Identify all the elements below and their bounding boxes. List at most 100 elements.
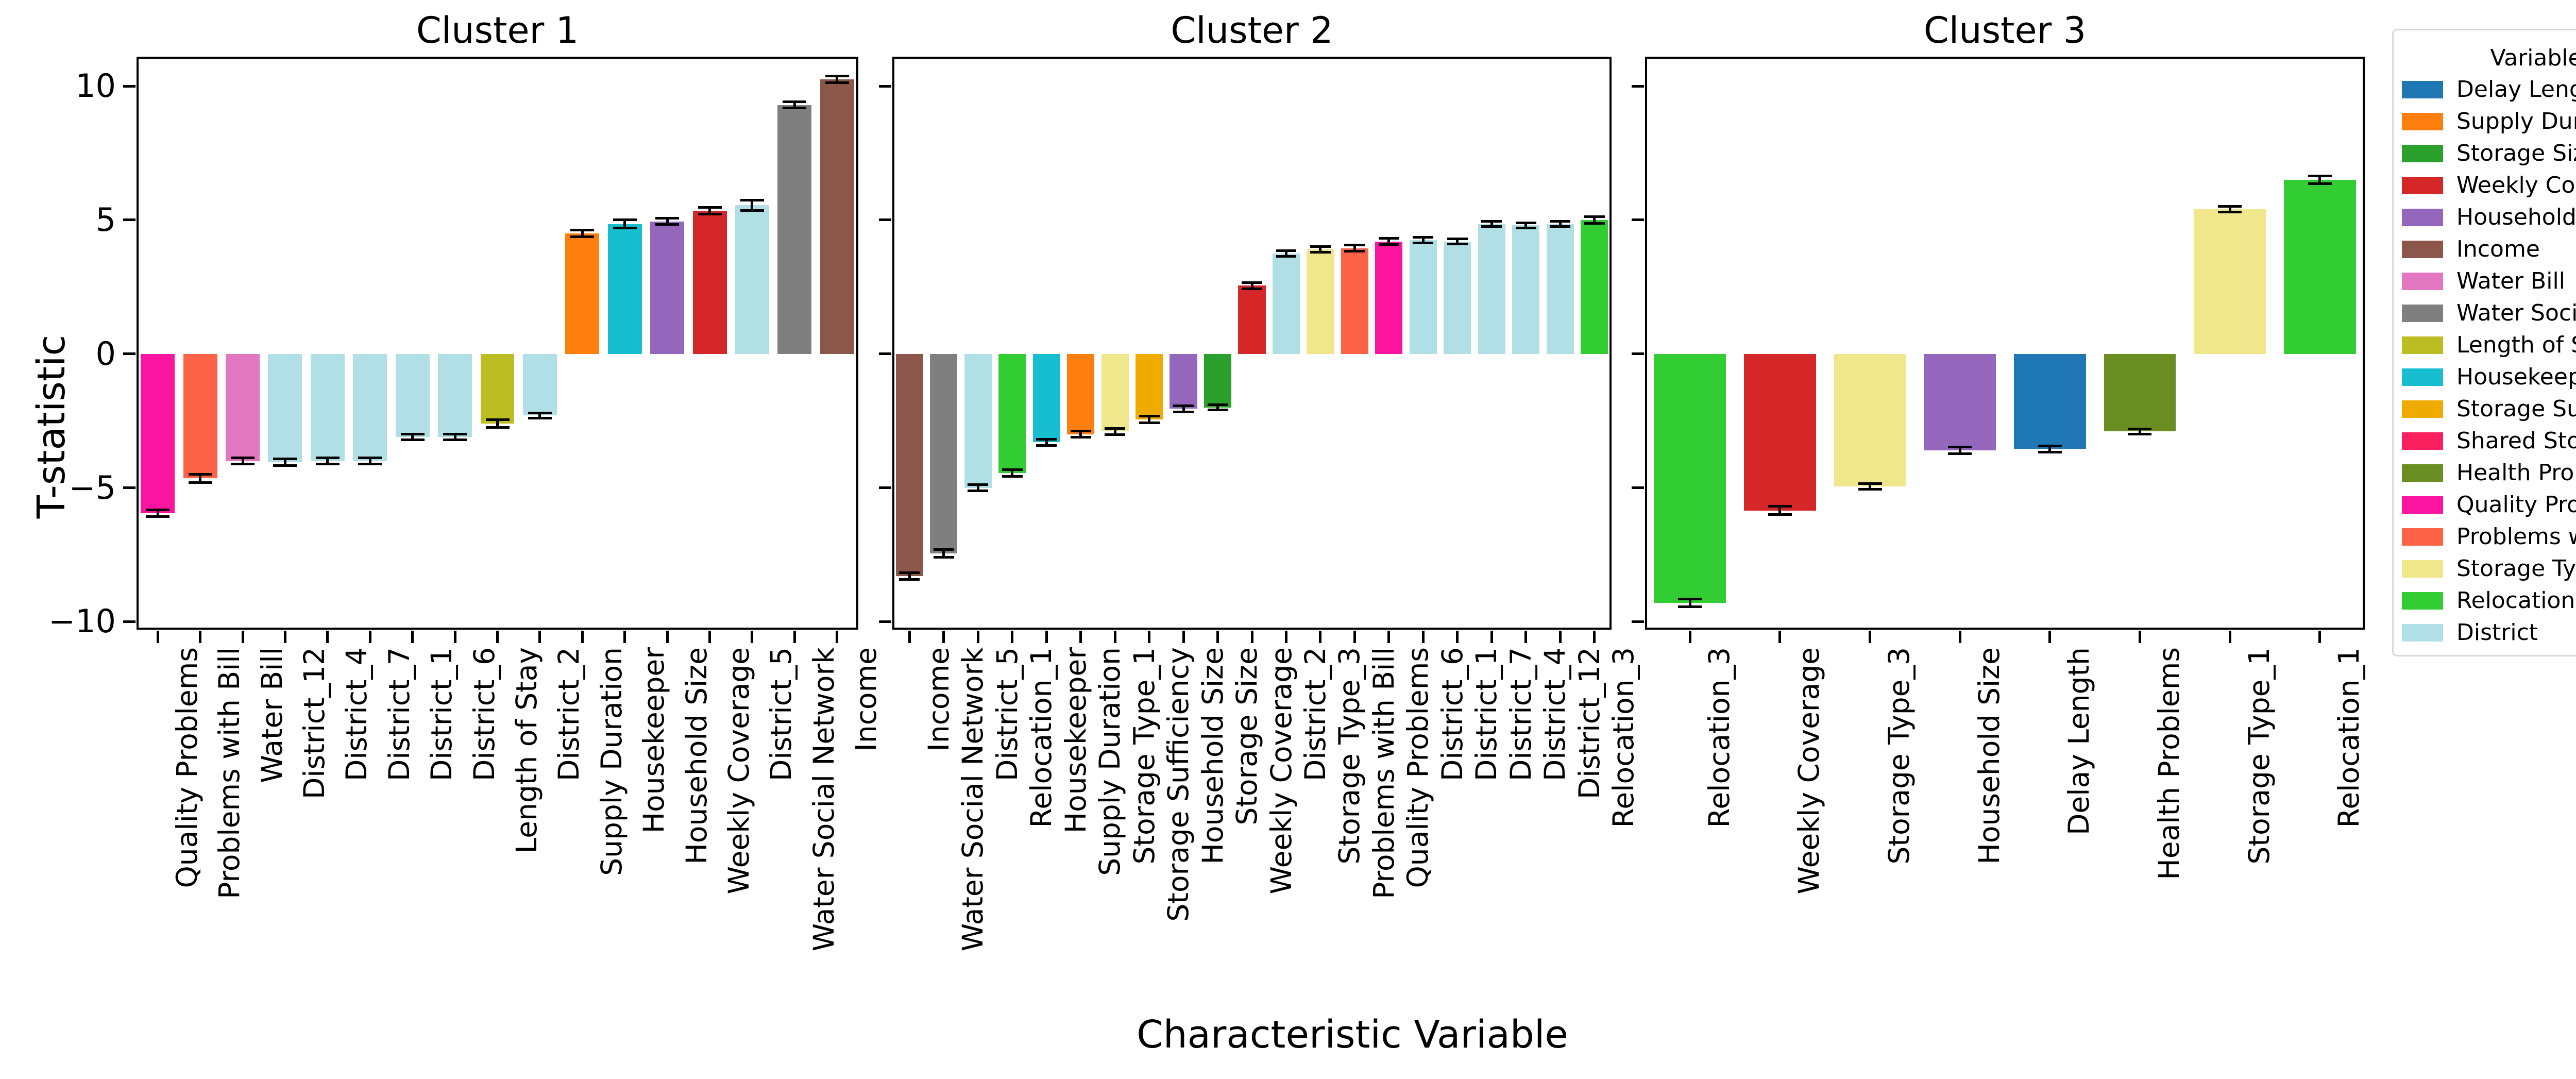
bar-water-social-network xyxy=(777,105,812,354)
error-bar-cap xyxy=(315,456,340,459)
legend-item-label: Shared Storage xyxy=(2456,428,2576,454)
error-bar-cap xyxy=(1344,243,1365,246)
x-tick-mark xyxy=(2318,631,2321,643)
problems-with-bill-swatch xyxy=(2402,528,2443,546)
error-bar-cap xyxy=(1207,409,1228,412)
x-tick-label: Storage Sufficiency xyxy=(1162,647,1195,922)
legend-item-district: District xyxy=(2394,621,2576,644)
legend-item-supply-duration: Supply Duration xyxy=(2394,110,2576,133)
error-bar-cap xyxy=(400,433,425,436)
error-bar-cap xyxy=(933,548,954,551)
supply-duration-swatch xyxy=(2402,113,2443,130)
bar-district-5 xyxy=(735,205,769,354)
x-tick-mark xyxy=(1958,631,1961,643)
error-bar-cap xyxy=(443,433,467,436)
error-bar-cap xyxy=(2308,182,2332,186)
x-tick-mark xyxy=(453,631,456,643)
bar-supply-duration xyxy=(565,233,600,354)
bar-storage-sufficiency xyxy=(1135,353,1163,420)
error-bar xyxy=(496,419,499,428)
x-tick-mark xyxy=(581,631,584,643)
x-tick-label: District_4 xyxy=(340,647,374,782)
error-bar xyxy=(1869,483,1872,490)
legend-item-label: Weekly Coverage xyxy=(2456,172,2576,198)
error-bar-cap xyxy=(1276,249,1297,252)
bar-weekly-coverage xyxy=(1744,353,1816,511)
y-tick-mark xyxy=(123,85,135,88)
error-bar-cap xyxy=(2128,433,2152,436)
x-tick-label: Supply Duration xyxy=(1093,647,1127,876)
bar-problems-with-bill xyxy=(1341,248,1368,354)
x-tick-label: District_7 xyxy=(382,647,416,782)
bar-income xyxy=(820,79,854,354)
legend-item-label: Quality Problems xyxy=(2456,492,2576,518)
error-bar-cap xyxy=(1070,429,1091,432)
error-bar xyxy=(908,572,911,580)
error-bar-cap xyxy=(528,416,552,419)
x-tick-label: Relocation_3 xyxy=(1702,647,1736,828)
error-bar-cap xyxy=(146,515,170,518)
housekeeper-swatch xyxy=(2402,368,2443,386)
error-bar-cap xyxy=(358,456,382,459)
error-bar xyxy=(1113,428,1116,435)
x-tick-label: Storage Size xyxy=(1230,647,1264,825)
error-bar-cap xyxy=(231,456,255,459)
x-tick-label: Household Size xyxy=(1972,647,2006,865)
x-tick-mark xyxy=(1387,631,1391,643)
y-tick-label: 5 xyxy=(95,200,116,239)
legend-item-problems-with-bill: Problems with Bill xyxy=(2394,526,2576,548)
x-tick-label: District_5 xyxy=(765,647,798,782)
y-tick-mark xyxy=(123,218,135,222)
error-bar xyxy=(368,458,371,464)
error-bar-cap xyxy=(231,463,255,466)
x-tick-mark xyxy=(751,631,754,643)
length-of-stay-swatch xyxy=(2402,336,2443,354)
x-tick-mark xyxy=(241,631,244,643)
error-bar xyxy=(2318,176,2321,184)
legend-item-label: Water Bill xyxy=(2456,268,2565,294)
error-bar-cap xyxy=(1768,505,1792,508)
y-tick-mark xyxy=(1632,486,1644,490)
x-tick-label: District_1 xyxy=(425,647,459,782)
error-bar xyxy=(1079,431,1082,437)
x-tick-label: Income xyxy=(850,647,883,752)
error-bar-cap xyxy=(1515,221,1536,224)
bar-district-4 xyxy=(1512,225,1540,354)
bar-district-4 xyxy=(310,353,345,461)
error-bar-cap xyxy=(570,229,595,232)
legend-item-label: Storage Sufficiency xyxy=(2456,396,2576,422)
error-bar xyxy=(1216,404,1219,410)
error-bar-cap xyxy=(1678,597,1702,600)
error-bar xyxy=(1353,245,1356,251)
error-bar-cap xyxy=(968,490,989,493)
x-tick-mark xyxy=(326,631,329,643)
error-bar-cap xyxy=(1948,446,1972,449)
x-tick-label: District_12 xyxy=(1572,647,1606,800)
error-bar xyxy=(1011,469,1014,477)
error-bar-cap xyxy=(655,223,680,226)
error-bar-cap xyxy=(613,227,637,230)
x-tick-mark xyxy=(368,631,371,643)
storage-size-swatch xyxy=(2402,145,2443,162)
error-bar-cap xyxy=(1310,245,1331,248)
x-tick-label: Water Social Network xyxy=(956,647,990,952)
bar-relocation-3 xyxy=(1581,220,1608,354)
bar-weekly-coverage xyxy=(1238,285,1266,354)
subplot-title-cluster-3: Cluster 3 xyxy=(1923,9,2087,52)
error-bar-cap xyxy=(2038,450,2062,453)
error-bar-cap xyxy=(1276,255,1297,258)
bar-storage-type-1 xyxy=(1101,353,1129,432)
x-tick-mark xyxy=(496,631,499,643)
x-tick-label: Storage Type_3 xyxy=(1883,647,1916,865)
bar-district-7 xyxy=(1478,224,1505,354)
legend-item-label: Health Problems xyxy=(2456,460,2576,486)
error-bar-cap xyxy=(1768,513,1792,516)
y-tick-label: −10 xyxy=(48,602,116,640)
error-bar-cap xyxy=(783,107,807,110)
bar-household-size xyxy=(1924,353,1996,450)
x-tick-mark xyxy=(942,631,945,643)
storage-sufficiency-swatch xyxy=(2402,400,2443,418)
household-size-swatch xyxy=(2402,209,2443,226)
x-tick-label: District_1 xyxy=(1470,647,1503,782)
error-bar xyxy=(836,76,839,83)
